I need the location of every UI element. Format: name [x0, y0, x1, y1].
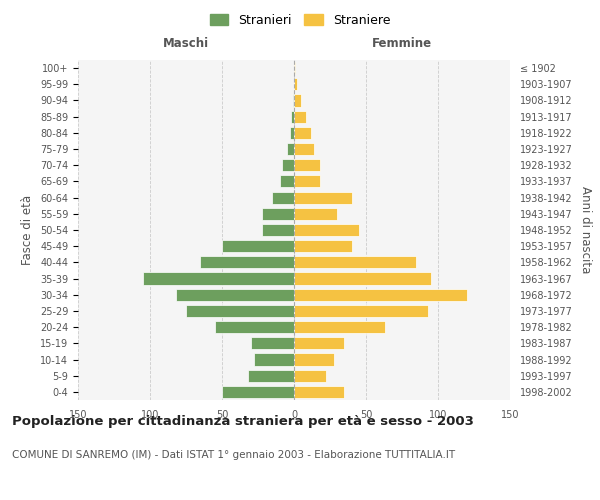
Bar — [294, 240, 352, 252]
Bar — [294, 127, 311, 139]
Bar — [294, 386, 344, 398]
Text: COMUNE DI SANREMO (IM) - Dati ISTAT 1° gennaio 2003 - Elaborazione TUTTITALIA.IT: COMUNE DI SANREMO (IM) - Dati ISTAT 1° g… — [12, 450, 455, 460]
Bar — [294, 176, 320, 188]
Legend: Stranieri, Straniere: Stranieri, Straniere — [205, 8, 395, 32]
Bar — [294, 192, 352, 203]
Bar — [294, 143, 314, 155]
Bar — [294, 78, 297, 90]
Bar — [294, 62, 295, 74]
Bar — [272, 192, 294, 203]
Y-axis label: Anni di nascita: Anni di nascita — [579, 186, 592, 274]
Bar — [294, 305, 428, 317]
Bar — [290, 127, 294, 139]
Bar — [294, 94, 301, 106]
Text: Popolazione per cittadinanza straniera per età e sesso - 2003: Popolazione per cittadinanza straniera p… — [12, 415, 474, 428]
Bar — [291, 110, 294, 122]
Bar — [251, 338, 294, 349]
Bar — [262, 208, 294, 220]
Bar — [294, 272, 431, 284]
Bar — [294, 224, 359, 236]
Bar — [294, 208, 337, 220]
Bar — [294, 288, 467, 301]
Bar — [294, 110, 305, 122]
Text: Maschi: Maschi — [163, 38, 209, 51]
Bar — [294, 354, 334, 366]
Bar — [248, 370, 294, 382]
Bar — [283, 159, 294, 172]
Bar — [293, 94, 294, 106]
Y-axis label: Fasce di età: Fasce di età — [22, 195, 34, 265]
Text: Femmine: Femmine — [372, 38, 432, 51]
Bar — [262, 224, 294, 236]
Bar — [222, 386, 294, 398]
Bar — [186, 305, 294, 317]
Bar — [143, 272, 294, 284]
Bar — [215, 321, 294, 333]
Bar — [280, 176, 294, 188]
Bar — [294, 370, 326, 382]
Bar — [294, 256, 416, 268]
Bar — [254, 354, 294, 366]
Bar — [287, 143, 294, 155]
Bar — [294, 338, 344, 349]
Bar — [200, 256, 294, 268]
Bar — [222, 240, 294, 252]
Bar — [176, 288, 294, 301]
Bar — [294, 159, 320, 172]
Bar — [294, 321, 385, 333]
